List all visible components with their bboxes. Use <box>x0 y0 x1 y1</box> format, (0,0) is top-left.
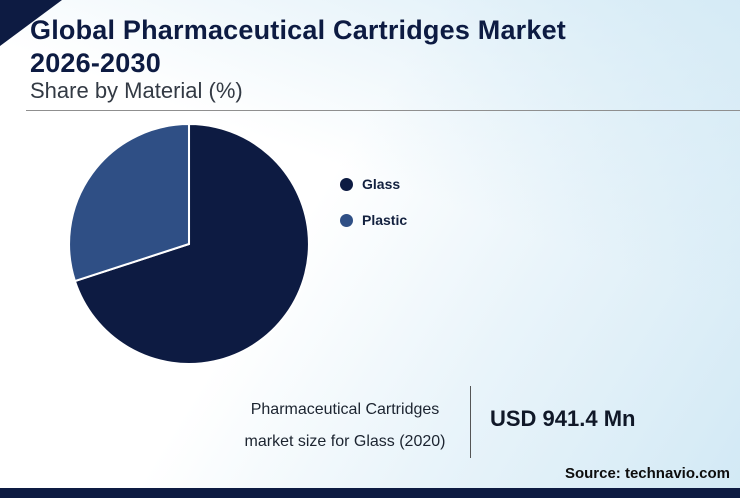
source-credit: Source: technavio.com <box>564 465 730 482</box>
bottom-accent-bar <box>0 488 740 498</box>
stat-caption-line2: market size for Glass (2020) <box>244 433 446 450</box>
stat-divider <box>470 386 471 458</box>
legend-label-plastic: Plastic <box>362 212 408 228</box>
pie-slice-glass <box>73 123 310 365</box>
legend: Glass Plastic <box>340 176 407 228</box>
corner-accent-triangle <box>0 0 62 46</box>
stat-caption: Pharmaceutical Cartridges market size fo… <box>200 394 490 458</box>
legend-swatch-plastic <box>340 213 353 227</box>
chart-subtitle: Share by Material (%) <box>30 78 243 103</box>
divider-line <box>26 110 740 111</box>
legend-swatch-glass <box>340 177 353 191</box>
stat-value: USD 941.4 Mn <box>490 406 636 431</box>
stat-caption-line1: Pharmaceutical Cartridges <box>250 401 440 418</box>
chart-title: Global Pharmaceutical Cartridges Market … <box>30 15 566 78</box>
legend-item-plastic: Plastic <box>340 212 407 228</box>
pie-slice-plastic <box>68 123 191 283</box>
legend-item-glass: Glass <box>340 176 407 192</box>
legend-label-glass: Glass <box>362 176 401 192</box>
pie-chart <box>68 123 310 365</box>
